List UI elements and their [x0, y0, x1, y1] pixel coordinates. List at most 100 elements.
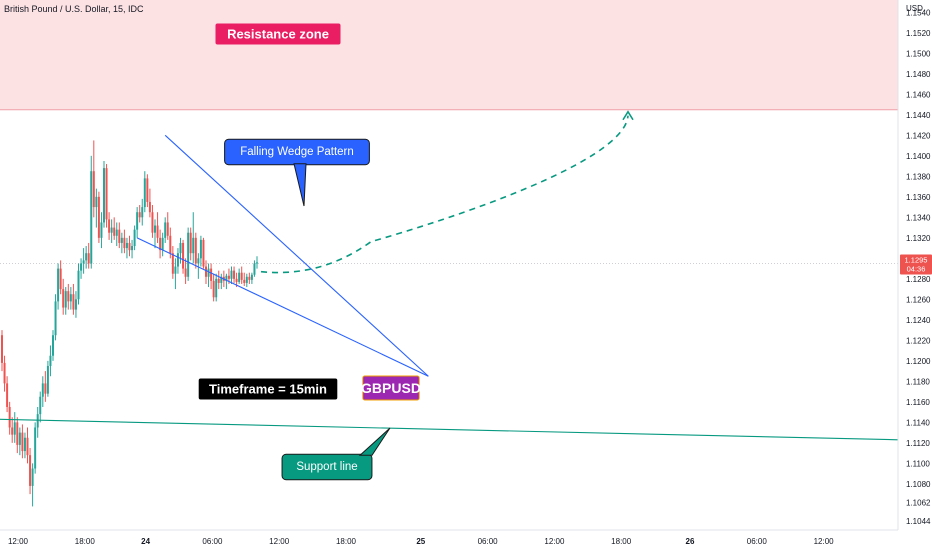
candle	[92, 140, 95, 218]
candle-body	[31, 468, 34, 486]
time-tick-label: 06:00	[478, 537, 499, 546]
candle	[184, 258, 187, 284]
candle	[143, 171, 146, 213]
candle-body	[256, 262, 258, 264]
candle-body	[146, 178, 149, 202]
candle	[148, 188, 151, 218]
ticker-label-text: GBPUSD	[361, 380, 421, 396]
candle-body	[245, 276, 248, 283]
price-tick-label: 1.1180	[906, 377, 930, 386]
time-tick-label: 06:00	[747, 537, 768, 546]
candle	[141, 198, 144, 226]
candle	[210, 263, 213, 290]
candle	[74, 291, 77, 318]
candle-body	[138, 212, 141, 218]
candle-body	[118, 229, 121, 243]
candle	[105, 164, 108, 228]
projection-arrowhead	[622, 110, 634, 121]
price-tick-label: 1.1062	[906, 498, 931, 507]
candle	[26, 427, 29, 464]
price-axis-currency: USD	[906, 4, 923, 13]
candle-body	[105, 168, 108, 220]
candle	[57, 263, 60, 310]
candle	[16, 417, 19, 454]
support-label: Support line	[281, 453, 373, 481]
candle-body	[253, 263, 256, 275]
candle	[54, 294, 57, 341]
candle-body	[220, 276, 223, 283]
price-tick-label: 1.1420	[906, 131, 931, 140]
candle-body	[46, 365, 49, 394]
candle-body	[207, 268, 210, 277]
candle	[187, 227, 190, 281]
candle-body	[141, 207, 144, 218]
candle	[131, 239, 134, 259]
candle	[212, 273, 215, 302]
candle-body	[52, 335, 54, 356]
wedge-label-text: Falling Wedge Pattern	[240, 146, 354, 158]
candle-body	[90, 171, 93, 264]
candle	[138, 205, 141, 223]
candle	[238, 268, 241, 284]
candle	[205, 260, 207, 284]
candle-body	[85, 253, 88, 261]
candle	[49, 345, 52, 377]
candle	[136, 207, 139, 238]
candle-body	[243, 279, 246, 283]
price-tick-label: 1.1440	[906, 111, 931, 120]
candle	[253, 260, 256, 277]
candle	[31, 463, 34, 507]
candle-body	[11, 427, 14, 435]
wedge-upper-line[interactable]	[164, 134, 429, 377]
candle	[166, 212, 169, 240]
candle	[115, 222, 118, 247]
candle-body	[240, 272, 243, 280]
price-tick-label: 1.1140	[906, 418, 930, 427]
candle	[110, 219, 113, 243]
support-line[interactable]	[0, 418, 899, 441]
candle	[207, 263, 210, 288]
candle	[161, 232, 164, 257]
time-tick-label: 25	[416, 537, 425, 546]
candle-body	[69, 294, 72, 302]
support-label-bg	[281, 453, 373, 481]
candle	[41, 376, 44, 407]
candle-body	[210, 268, 213, 281]
candle-body	[16, 422, 19, 445]
candle	[256, 256, 258, 269]
candle	[8, 401, 11, 435]
candle-body	[21, 432, 24, 452]
candle	[174, 258, 177, 290]
candle-body	[26, 437, 29, 456]
candle-body	[57, 268, 60, 302]
candle	[64, 287, 67, 315]
candle-body	[41, 383, 44, 397]
candle	[250, 272, 253, 284]
candle	[245, 273, 248, 288]
candle-body	[151, 212, 154, 233]
candle-body	[161, 237, 164, 251]
candle	[59, 260, 62, 295]
candle	[118, 222, 121, 249]
candle-body	[182, 242, 185, 269]
candle	[125, 237, 128, 259]
candle-body	[169, 235, 172, 254]
candle	[156, 212, 159, 243]
candle-body	[115, 229, 118, 236]
wedge-lower-line[interactable]	[136, 237, 429, 377]
candle-body	[13, 422, 16, 435]
price-tick-label: 1.1500	[906, 49, 931, 58]
candle-body	[187, 232, 190, 277]
symbol-title: British Pound / U.S. Dollar, 15, IDC	[4, 4, 144, 14]
candle	[67, 283, 70, 310]
candle	[192, 212, 195, 264]
candle-body	[1, 335, 3, 363]
candle	[18, 427, 21, 456]
resistance-label-text: Resistance zone	[227, 27, 329, 42]
candle-body	[49, 355, 52, 366]
candle	[233, 266, 236, 283]
ticker-label-bg	[362, 375, 420, 401]
candle	[179, 237, 182, 264]
candle-body	[103, 168, 105, 223]
